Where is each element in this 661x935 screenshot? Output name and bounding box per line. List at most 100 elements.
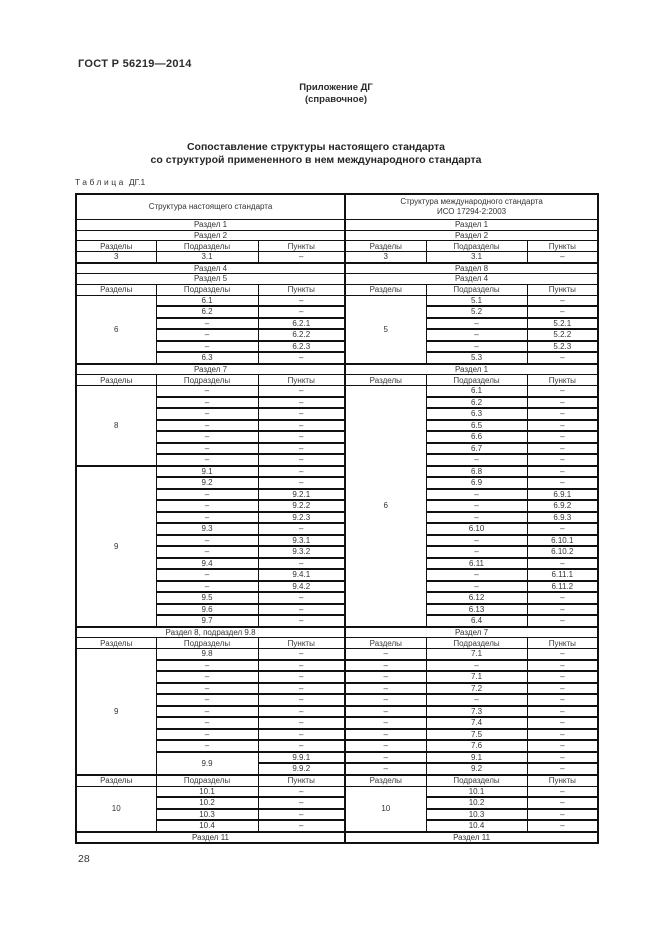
data-cell: – <box>344 751 427 764</box>
data-cell: 9.4 <box>155 557 259 570</box>
table-head-right-line2: ИСО 17294-2:2003 <box>436 207 507 216</box>
section-label-cell: Раздел 8, подраздел 9.8 <box>75 626 346 638</box>
column-header-cell: Подразделы <box>155 240 259 252</box>
data-cell: 9.2 <box>155 476 259 490</box>
data-cell: – <box>344 670 427 684</box>
data-cell: – <box>155 728 259 741</box>
data-row: 9.2–6.9– <box>76 476 599 490</box>
data-cell: 6.2.2 <box>257 328 346 342</box>
column-header-cell: Разделы <box>75 774 157 787</box>
data-row: – – – – – <box>76 693 599 707</box>
data-cell: 6.2 <box>425 396 528 409</box>
column-header-cell: Подразделы <box>155 637 259 649</box>
section-row: Раздел 8, подраздел 9.8 Раздел 7 <box>75 626 599 638</box>
comparison-table-body: Структура настоящего стандарта Структура… <box>75 193 599 844</box>
data-cell: 7.4 <box>425 716 528 730</box>
data-row: 10.4–10.4– <box>76 819 599 833</box>
data-cell: – <box>526 693 599 707</box>
data-cell: – <box>155 340 259 353</box>
data-cell: 6.11.2 <box>526 580 599 593</box>
section-label-cell: Раздел 5 <box>75 273 346 285</box>
appendix-heading: Приложение ДГ (справочное) <box>75 82 597 106</box>
data-cell: – <box>526 476 599 490</box>
section-label-cell: Раздел 7 <box>344 626 599 638</box>
data-cell: 6.5 <box>425 419 528 432</box>
data-cell: – <box>257 728 346 741</box>
data-row: –9.4.2–6.11.2 <box>76 580 599 593</box>
column-header-cell: Пункты <box>526 240 599 252</box>
data-cell: – <box>155 511 259 524</box>
column-header-cell: Пункты <box>526 283 599 296</box>
column-header-cell: Разделы <box>75 240 157 252</box>
data-cell: – <box>257 670 346 684</box>
data-cell: – <box>257 682 346 695</box>
column-header-row: Разделы Подразделы Пункты Разделы Подразделы… <box>75 637 599 649</box>
data-cell: – <box>526 557 599 570</box>
data-cell: – <box>425 659 528 672</box>
column-header-cell: Подразделы <box>425 374 528 386</box>
data-cell: – <box>344 659 427 672</box>
data-cell: 5.2.3 <box>526 340 599 353</box>
document-title: Сопоставление структуры настоящего станд… <box>55 141 577 167</box>
data-cell: – <box>526 808 599 821</box>
data-cell: 10.3 <box>425 808 528 821</box>
column-header-cell: Пункты <box>526 774 599 787</box>
column-header-cell: Разделы <box>344 374 427 386</box>
column-header-cell: Пункты <box>257 283 346 296</box>
data-cell: 6.13 <box>425 603 528 616</box>
data-cell: – <box>257 430 346 444</box>
column-header-cell: Подразделы <box>155 374 259 386</box>
data-row: – – –7.3– <box>76 705 599 718</box>
data-cell: 6.2 <box>155 305 259 319</box>
data-cell: 6.8 <box>425 465 528 478</box>
data-cell: – <box>526 430 599 444</box>
data-cell: – <box>526 351 599 365</box>
data-cell: – <box>526 305 599 319</box>
data-cell: – <box>257 407 346 421</box>
data-cell: 6.1 <box>155 294 259 307</box>
data-cell: 6.3 <box>155 351 259 365</box>
section-label-cell: Раздел 1 <box>344 219 599 231</box>
table-label: Таблица ДГ.1 <box>75 177 145 187</box>
data-cell: – <box>155 580 259 593</box>
data-row: 9.9 9.9.1–9.1– <box>76 751 599 776</box>
data-cell: – <box>526 614 599 628</box>
data-cell: 9.2.1 <box>257 488 346 501</box>
data-cell: – <box>425 580 528 593</box>
data-row: –9.3.2–6.10.2 <box>76 545 599 559</box>
data-row: – –6.2– <box>76 396 599 409</box>
data-cell: 6 <box>344 385 427 628</box>
data-cell: – <box>257 808 346 821</box>
data-row: – – –7.2– <box>76 682 599 695</box>
column-header-cell: Подразделы <box>425 637 528 649</box>
data-cell: – <box>425 328 528 342</box>
data-row: –9.4.1–6.11.1 <box>76 568 599 582</box>
data-cell: – <box>257 476 346 490</box>
column-header-cell: Разделы <box>344 240 427 252</box>
data-cell: – <box>257 716 346 730</box>
column-header-row: Разделы Подразделы Пункты Разделы Подразделы… <box>75 374 599 386</box>
data-cell: – <box>425 453 528 467</box>
data-cell: – <box>257 603 346 616</box>
data-cell: – <box>526 396 599 409</box>
data-cell: – <box>526 716 599 730</box>
data-cell: – <box>526 819 599 833</box>
data-cell: 9.2.2 <box>257 499 346 513</box>
table-head-right-line1: Структура международного стандарта <box>400 197 543 206</box>
data-cell: 6.9 <box>425 476 528 490</box>
data-cell: – <box>526 728 599 741</box>
column-header-cell: Пункты <box>526 374 599 386</box>
data-cell: 6.2.1 <box>257 317 346 330</box>
data-cell: 9.8 <box>155 648 259 661</box>
data-cell: – <box>155 499 259 513</box>
table-head-right-cell: Структура международного стандарта ИСО 1… <box>344 193 599 220</box>
data-cell: – <box>257 557 346 570</box>
column-header-cell: Пункты <box>257 774 346 787</box>
section-label-cell: Раздел 1 <box>75 219 346 231</box>
column-header-cell: Разделы <box>75 374 157 386</box>
data-row: 9.4–6.11– <box>76 557 599 570</box>
data-cell: 9.4.1 <box>257 568 346 582</box>
data-cell: 10.3 <box>155 808 259 821</box>
data-cell: 5.2.2 <box>526 328 599 342</box>
data-row: 10.3–10.3– <box>76 808 599 821</box>
